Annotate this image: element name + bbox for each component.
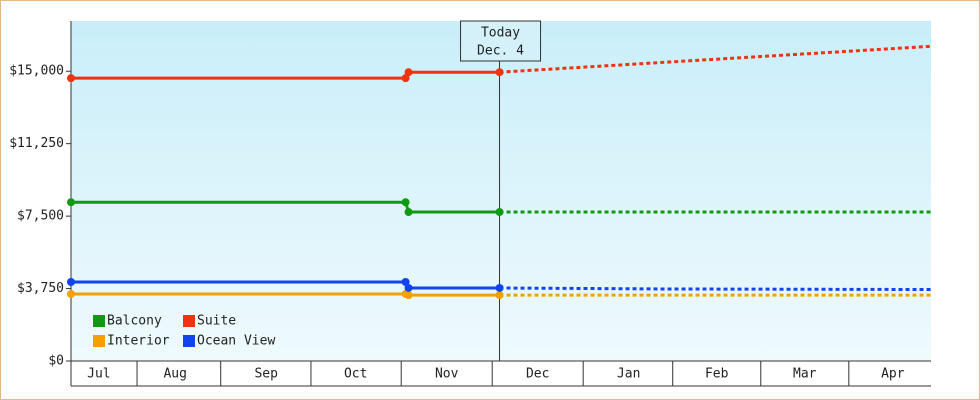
y-tick-label: $11,250 [9,136,64,151]
point [67,289,75,298]
x-tick-label: Nov [435,367,459,382]
point [404,291,413,300]
forecast-line [499,44,932,74]
point [404,283,413,292]
point [495,208,504,217]
point [495,68,504,77]
legend-swatch [183,315,195,327]
legend-label: Interior [107,334,170,349]
point [404,208,413,217]
point [495,283,504,292]
x-tick-label: Mar [793,367,817,382]
point [67,198,75,207]
legend-label: Balcony [107,314,162,329]
legend-label: Ocean View [197,334,275,349]
point [495,291,504,300]
x-tick-label: Apr [881,367,905,382]
point [401,277,410,286]
y-tick-label: $0 [48,354,64,369]
x-tick-label: Aug [163,367,186,382]
x-tick-label: Oct [344,367,367,382]
point [67,74,75,83]
x-tick-label: Jul [87,367,110,382]
y-tick-label: $7,500 [17,209,64,224]
forecast-line [499,286,932,292]
legend-label: Suite [197,314,236,329]
legend-swatch [183,335,195,347]
point [401,74,410,83]
point [67,277,75,286]
today-box [460,20,542,62]
today-label: Today [481,26,520,41]
series-line [71,292,500,297]
y-tick-label: $3,750 [17,281,64,296]
today-label: Dec. 4 [477,44,524,59]
point [404,68,413,77]
legend-swatch [93,335,105,347]
series-line [71,200,500,214]
point [401,198,410,207]
y-tick-label: $15,000 [9,64,64,79]
x-tick-label: Jan [617,367,640,382]
x-tick-label: Sep [254,367,278,382]
x-tick-label: Dec [526,367,549,382]
x-tick-label: Feb [705,367,729,382]
legend-swatch [93,315,105,327]
